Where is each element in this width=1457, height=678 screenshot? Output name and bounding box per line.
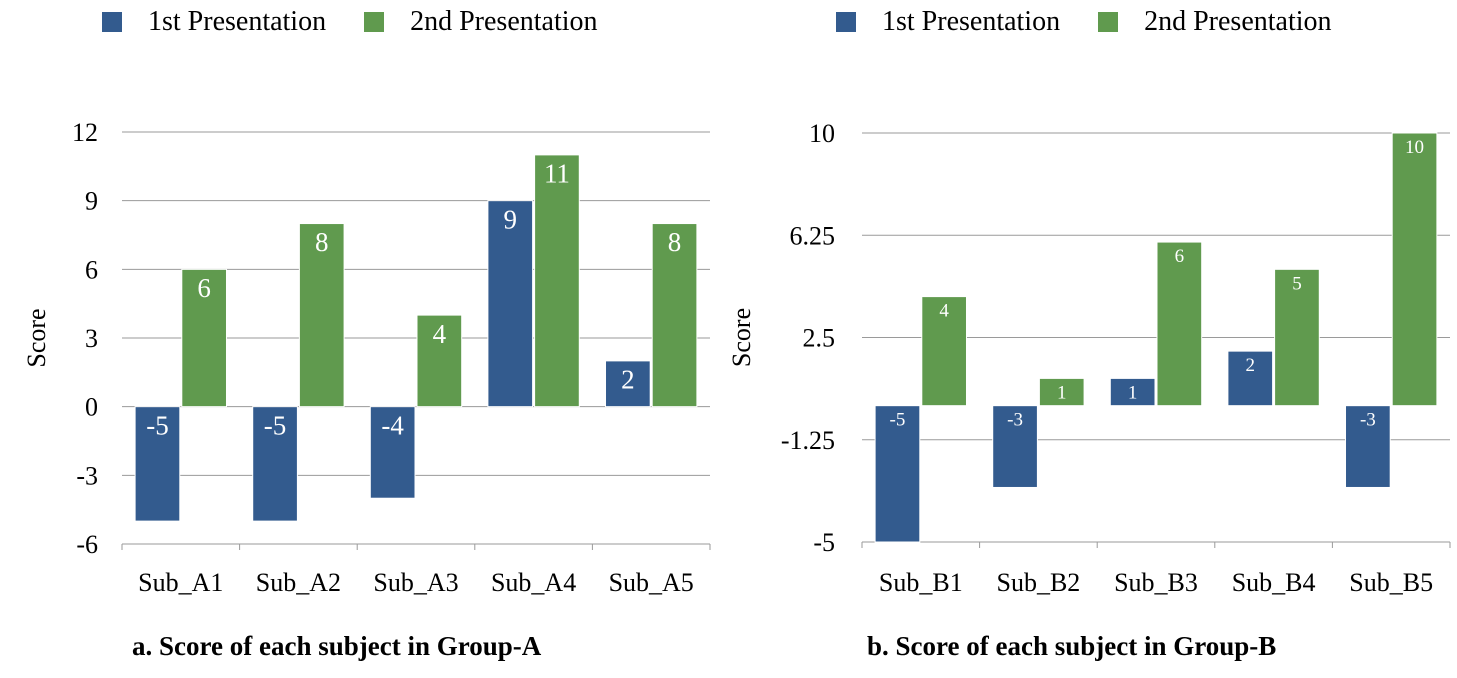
bar-value-label: -3 <box>1360 410 1376 431</box>
bar-value-label: 4 <box>433 319 447 349</box>
bar-1st-presentation <box>134 406 181 522</box>
legend-label-2nd: 2nd Presentation <box>410 6 598 37</box>
bar-value-label: 5 <box>1292 273 1302 294</box>
bar-value-label: 10 <box>1405 137 1424 158</box>
y-tick-label: -3 <box>76 461 98 490</box>
x-category-label: Sub_A5 <box>609 568 694 597</box>
legend: 1st Presentation 2nd Presentation <box>102 4 636 40</box>
y-tick-label: -1.25 <box>781 426 835 455</box>
bar-1st-presentation <box>252 406 298 522</box>
plot-area: 12 9 6 3 0 -3 -6 Score Sub_A1 -5 6 Sub_A2 -5 8 Sub_A3 -… <box>22 118 711 597</box>
bar-value-label: 11 <box>544 159 570 189</box>
bar-value-label: 1 <box>1057 382 1067 403</box>
y-tick-label: -6 <box>76 530 98 559</box>
chart-group-b: 1st Presentation 2nd Presentation 10 6.25… <box>727 0 1457 678</box>
bar-value-label: 9 <box>504 204 518 234</box>
y-tick-label: 6 <box>85 255 98 284</box>
bar-2nd-presentation <box>1391 132 1438 407</box>
bar-2nd-presentation <box>1038 377 1085 407</box>
bar-value-label: 8 <box>315 227 329 257</box>
bar-value-label: -4 <box>381 410 404 440</box>
bar-1st-presentation <box>369 406 416 499</box>
y-tick-label: -5 <box>813 528 835 557</box>
legend-label-2nd: 2nd Presentation <box>1144 6 1332 37</box>
bar-2nd-presentation <box>534 154 580 408</box>
x-category-label: Sub_A2 <box>256 568 341 597</box>
bar-2nd-presentation <box>651 223 698 408</box>
bar-2nd-presentation <box>1274 268 1320 407</box>
legend-item-1st: 1st Presentation <box>102 6 326 38</box>
chart-caption: b. Score of each subject in Group-B <box>867 631 1277 661</box>
x-category-label: Sub_B2 <box>996 568 1080 597</box>
y-tick-label: 0 <box>85 393 98 422</box>
bar-2nd-presentation <box>921 296 967 407</box>
bar-1st-presentation <box>1109 377 1156 407</box>
legend-label-1st: 1st Presentation <box>882 6 1061 37</box>
legend-label-1st: 1st Presentation <box>148 6 327 37</box>
bar-2nd-presentation <box>181 268 227 408</box>
x-category-label: Sub_B5 <box>1349 568 1433 597</box>
bar-1st-presentation <box>874 405 921 543</box>
x-category-label: Sub_B3 <box>1114 568 1198 597</box>
legend-item-2nd: 2nd Presentation <box>364 6 598 38</box>
bar-value-label: -3 <box>1007 410 1023 431</box>
y-axis-title: Score <box>22 308 51 367</box>
bar-2nd-presentation <box>298 223 345 408</box>
bar-value-label: 4 <box>939 301 949 322</box>
bar-value-label: -5 <box>890 410 906 431</box>
x-category-label: Sub_A1 <box>138 568 223 597</box>
y-tick-label: 3 <box>85 324 98 353</box>
bar-1st-presentation <box>1227 350 1274 407</box>
y-tick-label: 6.25 <box>790 221 836 250</box>
legend-item-1st: 1st Presentation <box>836 6 1060 38</box>
legend-swatch-2nd <box>364 12 385 32</box>
bar-2nd-presentation <box>1156 241 1203 407</box>
legend: 1st Presentation 2nd Presentation <box>836 4 1370 40</box>
y-tick-label: 10 <box>809 119 835 148</box>
y-axis-title: Score <box>727 308 756 367</box>
x-category-label: Sub_A4 <box>491 568 576 597</box>
bar-value-label: 1 <box>1128 382 1138 403</box>
bar-1st-presentation <box>992 405 1038 488</box>
bar-1st-presentation <box>1345 405 1391 488</box>
legend-swatch-1st <box>836 12 856 32</box>
x-category-label: Sub_A3 <box>373 568 458 597</box>
legend-swatch-1st <box>102 12 122 32</box>
bar-value-label: 8 <box>668 227 682 257</box>
bar-2nd-presentation <box>416 314 463 408</box>
bar-value-label: -5 <box>264 410 287 440</box>
bar-1st-presentation <box>605 360 651 408</box>
bar-value-label: 2 <box>621 365 635 395</box>
y-tick-label: 2.5 <box>803 324 836 353</box>
chart-caption: a. Score of each subject in Group-A <box>132 631 542 661</box>
x-category-label: Sub_B1 <box>879 568 963 597</box>
legend-swatch-2nd <box>1098 12 1119 32</box>
bar-1st-presentation <box>487 200 534 408</box>
y-tick-label: 9 <box>85 187 98 216</box>
chart-group-a: 1st Presentation 2nd Presentation 12 9 6 3 0… <box>22 4 711 661</box>
y-tick-label: 12 <box>72 118 98 147</box>
bar-value-label: 2 <box>1246 355 1256 376</box>
bar-value-label: 6 <box>1175 246 1185 267</box>
bar-value-label: 6 <box>197 273 211 303</box>
plot-area: 10 6.25 2.5 -1.25 -5 Score Sub_B1 -5 4 Sub_B2 -3 1 S… <box>727 119 1451 597</box>
legend-item-2nd: 2nd Presentation <box>1098 6 1332 38</box>
bar-value-label: -5 <box>146 410 169 440</box>
x-category-label: Sub_B4 <box>1232 568 1316 597</box>
